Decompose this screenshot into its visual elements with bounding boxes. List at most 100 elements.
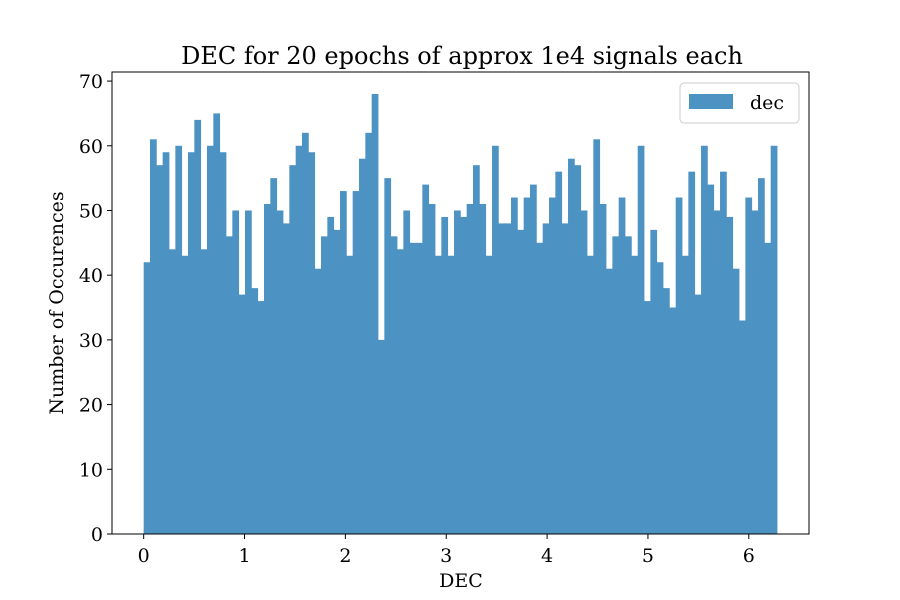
histogram-bar bbox=[289, 165, 297, 534]
histogram-bar bbox=[447, 255, 455, 534]
x-tick-label: 1 bbox=[238, 545, 250, 567]
histogram-bar bbox=[150, 139, 157, 535]
histogram-bar bbox=[283, 223, 290, 534]
histogram-bar bbox=[745, 197, 753, 534]
histogram-bar bbox=[713, 210, 721, 534]
y-tick-label: 0 bbox=[91, 524, 103, 546]
y-tick-label: 60 bbox=[79, 136, 103, 158]
histogram-bar bbox=[226, 236, 233, 534]
histogram-bar bbox=[359, 158, 366, 534]
histogram-bar bbox=[473, 165, 480, 534]
histogram-bar bbox=[251, 288, 259, 534]
x-axis-ticks: 0 1 2 3 4 5 6 bbox=[138, 534, 755, 567]
histogram-bar bbox=[441, 216, 449, 534]
histogram-bar bbox=[156, 165, 164, 534]
histogram-bar bbox=[213, 113, 221, 534]
histogram-bar bbox=[675, 197, 683, 534]
histogram-bar bbox=[758, 178, 765, 534]
plot-area-frame bbox=[111, 71, 810, 535]
histogram-bar bbox=[162, 152, 170, 535]
histogram-bar bbox=[295, 145, 303, 534]
histogram-bar bbox=[656, 262, 664, 534]
x-tick-label: 6 bbox=[743, 545, 755, 567]
histogram-bar bbox=[580, 210, 588, 534]
histogram-bar bbox=[682, 255, 689, 534]
histogram-bar bbox=[770, 145, 778, 534]
histogram-bar bbox=[479, 204, 487, 534]
histogram-bar bbox=[485, 255, 493, 534]
x-axis-label: DEC bbox=[439, 570, 483, 592]
histogram-bar bbox=[378, 339, 385, 534]
histogram-bar bbox=[270, 178, 278, 534]
histogram-bar bbox=[397, 249, 404, 535]
x-tick-label: 3 bbox=[440, 545, 452, 567]
chart-title: DEC for 20 epochs of approx 1e4 signals … bbox=[181, 42, 743, 70]
histogram-bar bbox=[390, 236, 398, 534]
y-tick-label: 20 bbox=[79, 395, 103, 417]
histogram-bar bbox=[555, 171, 563, 534]
histogram-bar bbox=[631, 255, 639, 534]
y-axis-ticks: 0 10 20 30 40 50 60 70 bbox=[79, 71, 112, 546]
histogram-bar bbox=[549, 197, 556, 534]
histogram-bar bbox=[308, 152, 316, 535]
histogram-bar bbox=[637, 145, 645, 534]
histogram-bar bbox=[650, 229, 658, 534]
histogram-bar bbox=[175, 145, 183, 534]
histogram-bar bbox=[574, 165, 582, 534]
y-tick-label: 50 bbox=[79, 200, 103, 222]
histogram-bar bbox=[327, 216, 335, 534]
histogram-bar bbox=[460, 216, 468, 534]
histogram-bars bbox=[143, 94, 778, 535]
histogram-bar bbox=[352, 191, 360, 534]
histogram-bar bbox=[587, 255, 594, 534]
histogram-bar bbox=[333, 229, 341, 534]
histogram-bar bbox=[599, 204, 607, 534]
x-tick-label: 0 bbox=[138, 545, 150, 567]
histogram-bar bbox=[384, 178, 392, 534]
histogram-bar bbox=[435, 255, 442, 534]
histogram-bar bbox=[207, 145, 214, 534]
histogram-bar bbox=[454, 210, 461, 534]
histogram-bar bbox=[523, 197, 531, 534]
histogram-bar bbox=[181, 255, 189, 534]
histogram-bar bbox=[466, 204, 474, 534]
histogram-bar bbox=[238, 294, 246, 534]
histogram-bar bbox=[416, 242, 423, 534]
histogram-bar bbox=[371, 94, 379, 534]
histogram-bar bbox=[422, 184, 430, 534]
histogram-bar bbox=[188, 152, 195, 535]
x-tick-label: 5 bbox=[642, 545, 654, 567]
legend: dec bbox=[679, 82, 800, 124]
histogram-bar bbox=[194, 119, 202, 534]
histogram-bar bbox=[314, 268, 322, 534]
histogram-bar bbox=[276, 210, 284, 534]
histogram-bar bbox=[257, 301, 265, 534]
histogram-bar bbox=[511, 197, 518, 534]
histogram-bar bbox=[606, 268, 613, 534]
histogram-bar bbox=[561, 223, 569, 534]
histogram-bar bbox=[143, 262, 151, 534]
y-tick-label: 40 bbox=[79, 265, 103, 287]
legend-frame bbox=[679, 82, 800, 124]
histogram-bar bbox=[568, 158, 575, 534]
histogram-bar bbox=[593, 139, 601, 535]
histogram-bar bbox=[232, 210, 240, 534]
histogram-bar bbox=[732, 268, 740, 534]
histogram-bar bbox=[264, 204, 271, 534]
histogram-bar bbox=[200, 249, 208, 535]
histogram-bar bbox=[720, 171, 727, 534]
histogram-bar bbox=[618, 197, 626, 534]
histogram-bar bbox=[517, 229, 525, 534]
histogram-bar bbox=[663, 288, 670, 534]
histogram-bar bbox=[542, 223, 550, 534]
x-tick-label: 4 bbox=[541, 545, 553, 567]
histogram-bar bbox=[169, 249, 176, 535]
y-tick-label: 70 bbox=[79, 71, 103, 93]
histogram-bar bbox=[492, 145, 499, 534]
histogram-bar bbox=[625, 236, 632, 534]
histogram-bar bbox=[504, 223, 512, 534]
histogram-bar bbox=[707, 184, 715, 534]
histogram-bar bbox=[694, 294, 702, 534]
legend-label-dec: dec bbox=[750, 92, 784, 114]
